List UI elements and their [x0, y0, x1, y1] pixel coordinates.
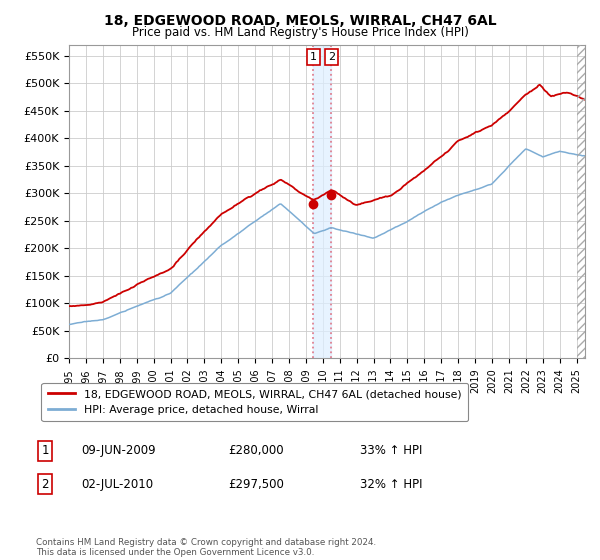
Text: £297,500: £297,500 [228, 478, 284, 491]
Text: 32% ↑ HPI: 32% ↑ HPI [360, 478, 422, 491]
Text: 2: 2 [41, 478, 49, 491]
Text: 1: 1 [310, 52, 317, 62]
Text: 09-JUN-2009: 09-JUN-2009 [81, 444, 155, 458]
Text: 02-JUL-2010: 02-JUL-2010 [81, 478, 153, 491]
Text: £280,000: £280,000 [228, 444, 284, 458]
Text: 18, EDGEWOOD ROAD, MEOLS, WIRRAL, CH47 6AL: 18, EDGEWOOD ROAD, MEOLS, WIRRAL, CH47 6… [104, 14, 496, 28]
Text: 1: 1 [41, 444, 49, 458]
Text: 33% ↑ HPI: 33% ↑ HPI [360, 444, 422, 458]
Text: Contains HM Land Registry data © Crown copyright and database right 2024.
This d: Contains HM Land Registry data © Crown c… [36, 538, 376, 557]
Text: Price paid vs. HM Land Registry's House Price Index (HPI): Price paid vs. HM Land Registry's House … [131, 26, 469, 39]
Bar [577, 45, 585, 358]
Legend: 18, EDGEWOOD ROAD, MEOLS, WIRRAL, CH47 6AL (detached house), HPI: Average price,: 18, EDGEWOOD ROAD, MEOLS, WIRRAL, CH47 6… [41, 382, 468, 421]
Bar [313, 45, 331, 358]
Text: 2: 2 [328, 52, 335, 62]
